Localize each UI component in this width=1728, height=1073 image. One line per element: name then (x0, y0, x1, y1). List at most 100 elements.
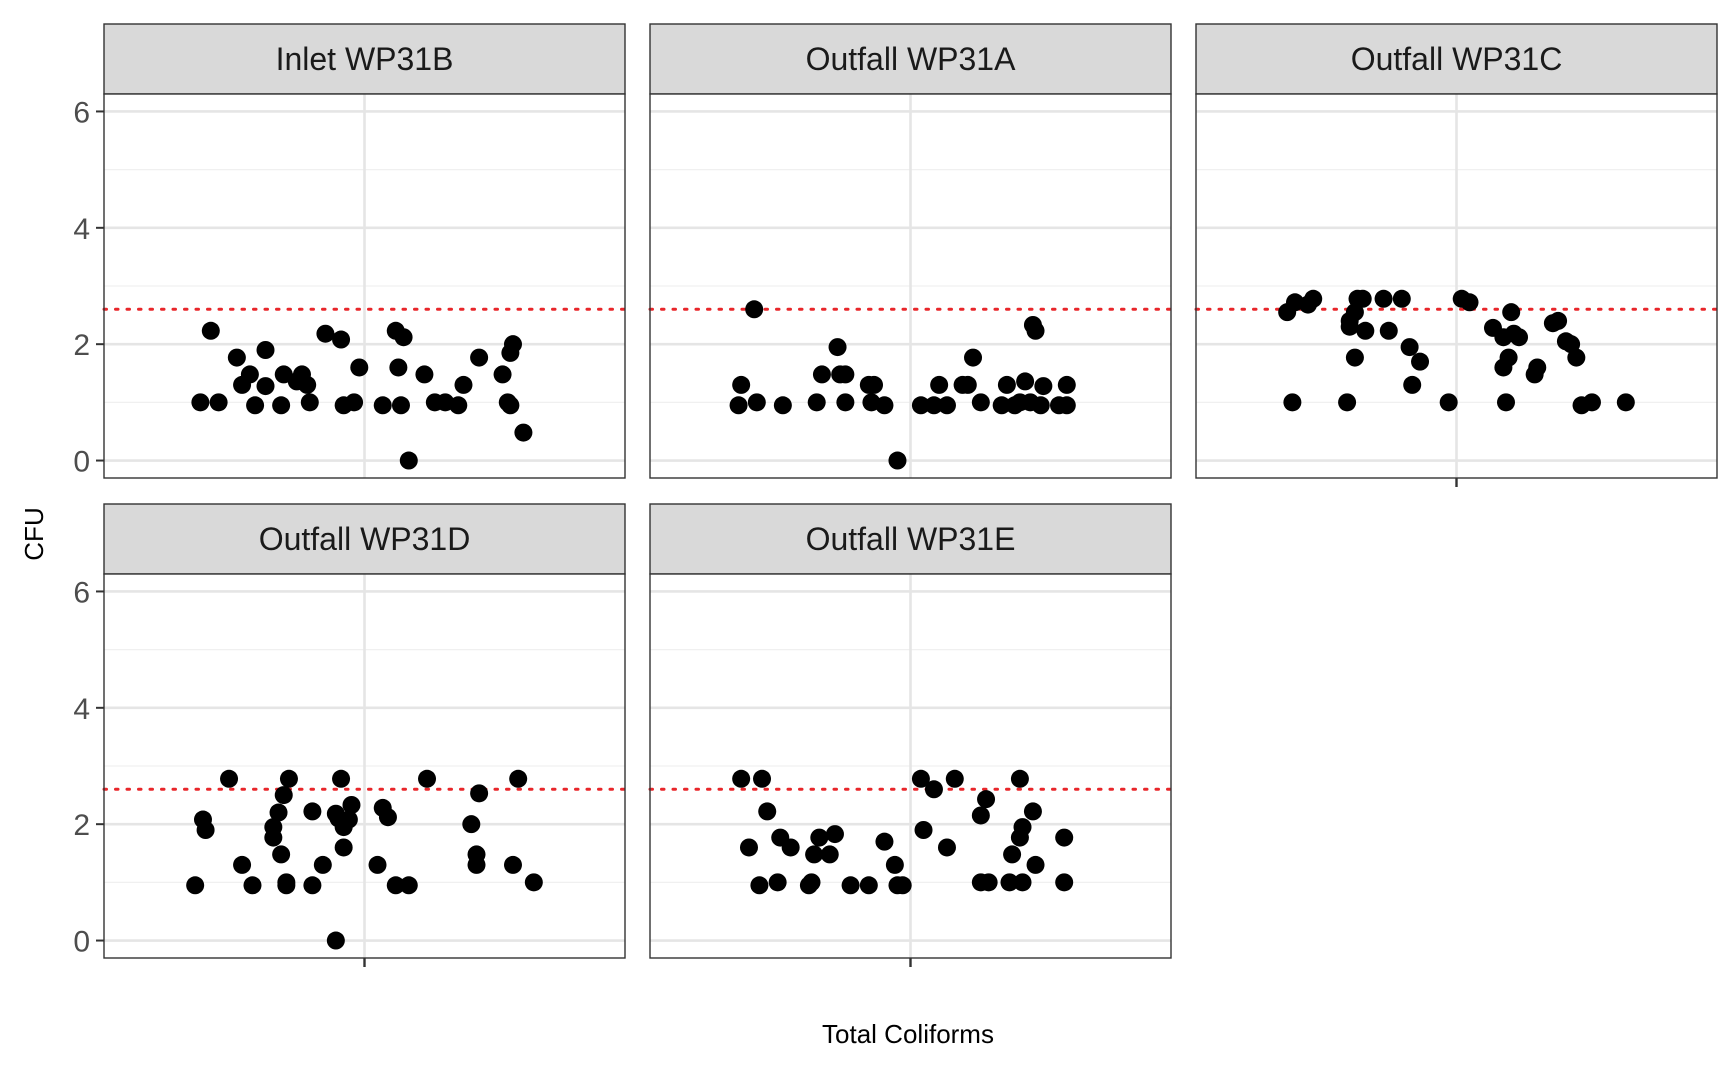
data-point (303, 876, 322, 895)
data-point (1026, 855, 1045, 874)
data-point (1549, 311, 1568, 330)
data-point (449, 396, 468, 415)
data-point (227, 348, 246, 367)
data-point (739, 838, 758, 857)
data-point (303, 802, 322, 821)
data-point (1016, 372, 1035, 391)
panel-title: Inlet WP31B (276, 41, 454, 77)
data-point (418, 769, 437, 788)
data-point (233, 855, 252, 874)
data-point (334, 838, 353, 857)
data-point (997, 375, 1016, 394)
data-point (1582, 393, 1601, 412)
data-point (269, 803, 288, 822)
data-point (279, 769, 298, 788)
panel-inlet-wp31b: Inlet WP31B 0 2 4 6 (73, 23, 627, 479)
data-point (1283, 393, 1302, 412)
data-point (979, 873, 998, 892)
panel-outfall-wp31a: Outfall WP31A (648, 23, 1173, 479)
data-point (339, 810, 358, 829)
data-point (350, 358, 369, 377)
data-point (810, 828, 829, 847)
panel-strip (103, 503, 626, 575)
data-point (1345, 348, 1364, 367)
data-point (1379, 321, 1398, 340)
data-point (1034, 377, 1053, 396)
data-point (885, 855, 904, 874)
data-point (454, 375, 473, 394)
panel-border (649, 93, 1172, 479)
data-point (300, 393, 319, 412)
data-point (875, 832, 894, 851)
data-point (201, 321, 220, 340)
data-point (373, 396, 392, 415)
data-point (802, 873, 821, 892)
data-point (191, 393, 210, 412)
data-point (1013, 818, 1032, 837)
panel-strip (1195, 23, 1718, 95)
data-point (971, 806, 990, 825)
data-point (992, 396, 1011, 415)
data-point (467, 855, 486, 874)
data-point (342, 795, 361, 814)
data-point (524, 873, 543, 892)
data-point (1013, 873, 1032, 892)
data-point (186, 876, 205, 895)
data-point (930, 375, 949, 394)
data-point (911, 769, 930, 788)
data-point (865, 375, 884, 394)
y-tick-label: 6 (73, 576, 90, 609)
y-tick-label: 4 (73, 213, 90, 246)
data-point (462, 815, 481, 834)
data-point (812, 365, 831, 384)
data-point (277, 876, 296, 895)
y-tick-label: 2 (73, 329, 90, 362)
data-point (246, 396, 265, 415)
data-point (391, 396, 410, 415)
data-point (820, 845, 839, 864)
data-point (316, 324, 335, 343)
data-point (945, 769, 964, 788)
data-point (807, 393, 826, 412)
data-point (781, 838, 800, 857)
data-point (386, 876, 405, 895)
data-point (368, 855, 387, 874)
data-point (1616, 393, 1635, 412)
data-point (750, 876, 769, 895)
data-point (753, 769, 772, 788)
data-point (1338, 393, 1357, 412)
data-point (503, 855, 522, 874)
panel-strip (649, 503, 1172, 575)
data-point (888, 451, 907, 470)
data-point (345, 393, 364, 412)
data-point (758, 802, 777, 821)
data-point (1010, 769, 1029, 788)
data-point (773, 396, 792, 415)
y-axis-label: CFU (19, 507, 49, 560)
data-point (1510, 328, 1529, 347)
data-point (1057, 375, 1076, 394)
data-point (1356, 321, 1375, 340)
data-point (1502, 303, 1521, 322)
data-point (1460, 293, 1479, 312)
data-point (1403, 375, 1422, 394)
panel-outfall-wp31c: Outfall WP31C (1194, 23, 1719, 487)
data-point (836, 393, 855, 412)
data-point (911, 396, 930, 415)
data-point (313, 855, 332, 874)
data-point (209, 393, 228, 412)
data-point (859, 876, 878, 895)
data-point (924, 780, 943, 799)
data-point (924, 396, 943, 415)
data-point (1055, 873, 1074, 892)
panel-outfall-wp31e: Outfall WP31E (648, 503, 1173, 967)
panel-strip (649, 23, 1172, 95)
data-point (745, 300, 764, 319)
data-point (394, 328, 413, 347)
data-point (971, 393, 990, 412)
data-point (768, 873, 787, 892)
data-point (470, 784, 489, 803)
data-point (825, 825, 844, 844)
